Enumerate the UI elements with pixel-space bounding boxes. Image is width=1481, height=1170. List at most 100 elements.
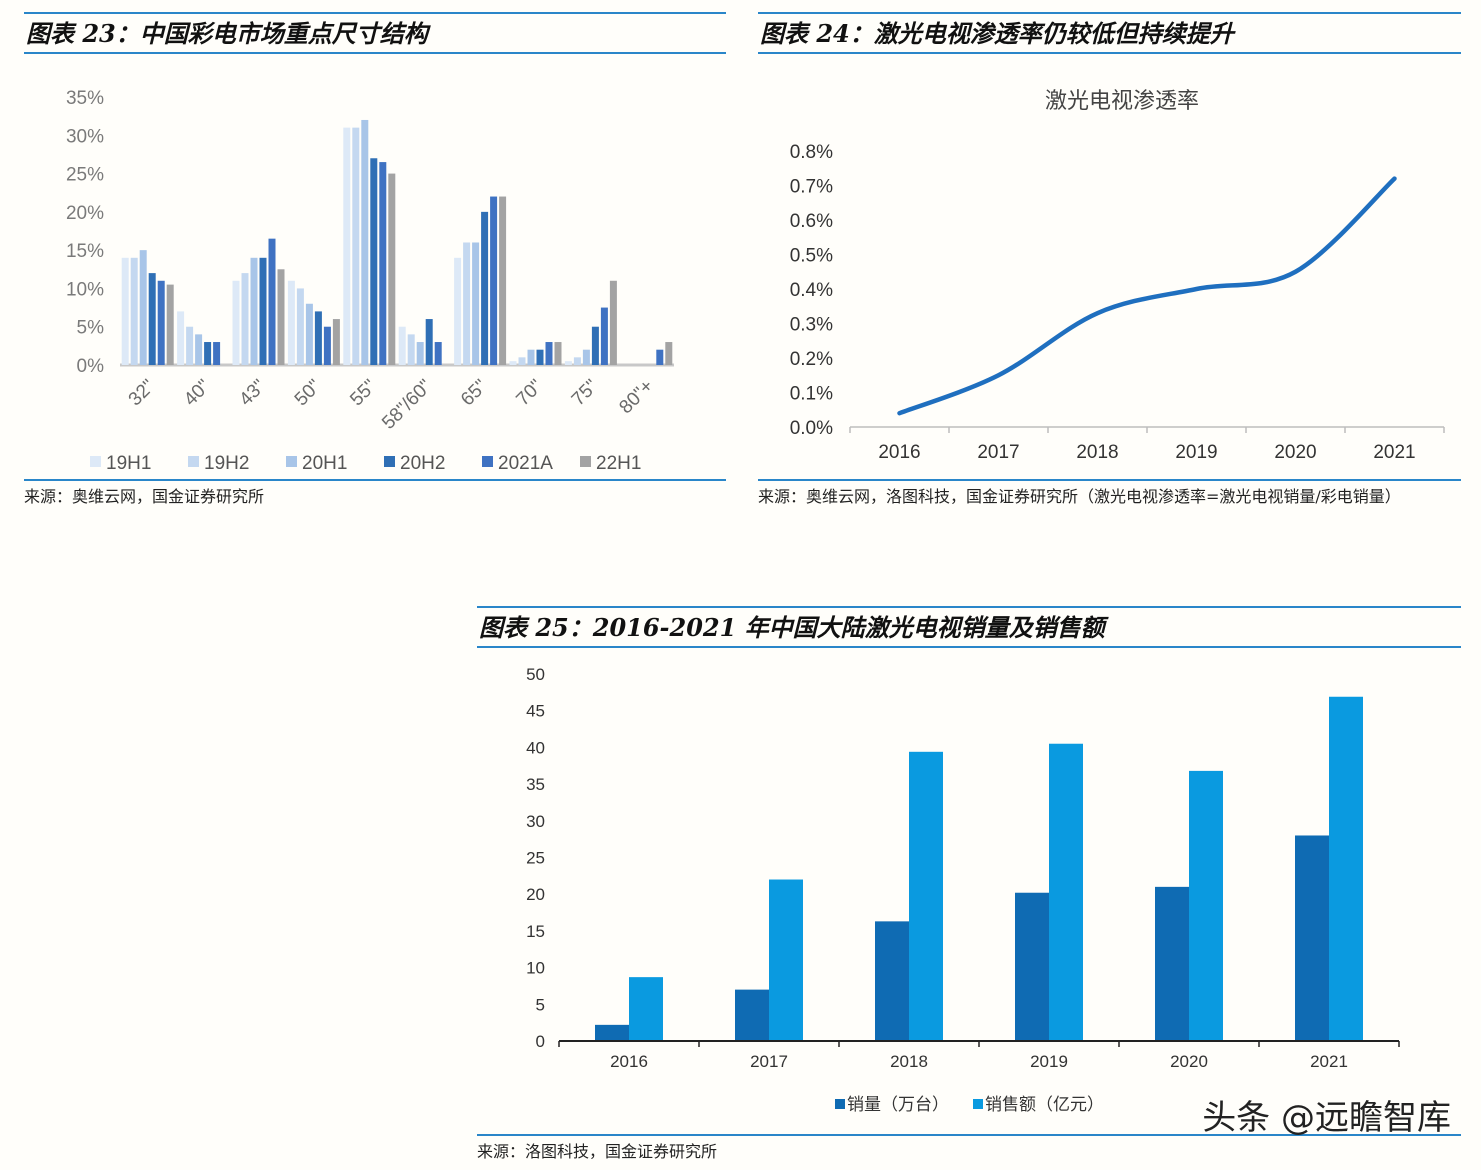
bar-2021A bbox=[213, 342, 221, 365]
legend-label: 2021A bbox=[498, 453, 553, 474]
laser-tv-sales-chart: 0 5 10 15 20 25 30 35 40 45 50 2016 2017 2018 2019 2020… bbox=[526, 665, 1400, 1114]
figure-25-title: 图表 25：2016-2021 年中国大陆激光电视销量及销售额 bbox=[477, 606, 1461, 648]
bar-20H1 bbox=[305, 303, 313, 365]
y-tick-label: 0 bbox=[536, 1032, 545, 1051]
bar-20H1 bbox=[472, 242, 480, 365]
figure-24-title: 图表 24：激光电视渗透率仍较低但持续提升 bbox=[758, 12, 1461, 54]
x-tick-label: 65" bbox=[457, 376, 492, 411]
bar-sales-volume bbox=[1295, 835, 1329, 1041]
bar-19H1 bbox=[509, 361, 517, 365]
legend-label: 销量（万台） bbox=[847, 1095, 949, 1114]
bar-sales-volume bbox=[1155, 886, 1189, 1041]
y-tick-label: 0.6% bbox=[790, 211, 833, 232]
bar-2021A bbox=[323, 326, 331, 365]
y-tick-label: 5 bbox=[536, 995, 545, 1014]
penetration-line bbox=[897, 176, 1397, 416]
bar-20H2 bbox=[204, 342, 212, 365]
bar-20H1 bbox=[416, 342, 424, 365]
bar-20H1 bbox=[250, 257, 258, 365]
legend-label: 19H2 bbox=[204, 453, 249, 474]
bar-22H1 bbox=[277, 269, 285, 365]
x-tick-label: 32" bbox=[125, 376, 160, 411]
bar-19H1 bbox=[454, 257, 462, 365]
legend-swatch-20H2 bbox=[384, 456, 395, 467]
y-tick-label: 20% bbox=[66, 203, 104, 224]
bar-sales-volume bbox=[1015, 892, 1049, 1041]
bar-19H2 bbox=[186, 326, 194, 365]
y-tick-label: 0.8% bbox=[790, 142, 833, 163]
y-tick-label: 5% bbox=[77, 318, 105, 339]
y-tick-label: 0.5% bbox=[790, 246, 833, 267]
figure-23-source: 来源：奥维云网，国金证券研究所 bbox=[24, 479, 726, 510]
bar-19H1 bbox=[564, 361, 572, 365]
legend-swatch-22H1 bbox=[580, 456, 591, 467]
x-tick-label: 2017 bbox=[977, 442, 1019, 463]
bar-20H1 bbox=[195, 334, 203, 365]
x-tick-label: 2019 bbox=[1175, 442, 1217, 463]
bar-19H2 bbox=[241, 273, 249, 365]
x-tick-label: 2016 bbox=[610, 1052, 648, 1071]
bar-20H1 bbox=[527, 349, 535, 365]
y-tick-label: 35 bbox=[526, 775, 545, 794]
bar-19H2 bbox=[463, 242, 471, 365]
bar-22H1 bbox=[609, 280, 617, 365]
bar-sales-revenue bbox=[1189, 770, 1223, 1041]
x-tick-label: 2017 bbox=[750, 1052, 788, 1071]
legend-swatch-2021A bbox=[482, 456, 493, 467]
bar-19H2 bbox=[130, 257, 138, 365]
chart-title: 激光电视渗透率 bbox=[1045, 88, 1199, 113]
bar-2021A bbox=[268, 238, 276, 365]
bar-19H1 bbox=[287, 280, 295, 365]
bar-19H2 bbox=[518, 357, 526, 365]
x-tick-label: 2020 bbox=[1170, 1052, 1208, 1071]
bar-sales-volume bbox=[595, 1024, 629, 1041]
screen-size-structure-chart: 0% 5% 10% 15% 20% 25% 30% 35% 32" 40" 43" 50" 55"58"… bbox=[66, 88, 674, 474]
bar-20H2 bbox=[370, 158, 378, 365]
bar-22H1 bbox=[499, 196, 507, 365]
y-tick-label: 0.7% bbox=[790, 177, 833, 198]
bar-20H2 bbox=[259, 257, 267, 365]
bar-19H1 bbox=[177, 311, 185, 365]
bar-20H1 bbox=[582, 349, 590, 365]
bar-20H1 bbox=[361, 119, 369, 365]
x-tick-label: 50" bbox=[291, 376, 326, 411]
y-tick-label: 25% bbox=[66, 165, 104, 186]
bar-2021A bbox=[600, 307, 608, 365]
bar-20H2 bbox=[425, 319, 433, 365]
figure-23-title: 图表 23：中国彩电市场重点尺寸结构 bbox=[24, 12, 726, 54]
y-tick-label: 50 bbox=[526, 665, 545, 684]
bar-2021A bbox=[157, 280, 165, 365]
x-tick-label: 2020 bbox=[1274, 442, 1316, 463]
bar-19H2 bbox=[352, 127, 360, 365]
legend-label: 20H1 bbox=[302, 453, 347, 474]
y-tick-label: 30% bbox=[66, 126, 104, 147]
y-tick-label: 15% bbox=[66, 241, 104, 262]
watermark: 头条 @远瞻智库 bbox=[1202, 1098, 1451, 1138]
x-tick-label: 40" bbox=[180, 376, 215, 411]
y-tick-label: 45 bbox=[526, 702, 545, 721]
bar-22H1 bbox=[388, 173, 396, 365]
legend-label: 22H1 bbox=[596, 453, 641, 474]
bar-2021A bbox=[379, 162, 387, 365]
y-tick-label: 25 bbox=[526, 849, 545, 868]
bar-sales-revenue bbox=[769, 879, 803, 1041]
legend-swatch-19H2 bbox=[188, 456, 199, 467]
x-tick-label: 2021 bbox=[1373, 442, 1415, 463]
x-tick-label: 43" bbox=[235, 376, 270, 411]
bar-22H1 bbox=[332, 319, 340, 365]
bar-20H2 bbox=[591, 326, 599, 365]
bar-2021A bbox=[490, 196, 498, 365]
bar-19H2 bbox=[407, 334, 415, 365]
x-tick-label: 2019 bbox=[1030, 1052, 1068, 1071]
y-tick-label: 0% bbox=[77, 356, 105, 377]
y-tick-label: 0.2% bbox=[790, 349, 833, 370]
x-tick-label: 2018 bbox=[890, 1052, 928, 1071]
bar-22H1 bbox=[554, 342, 562, 365]
bar-22H1 bbox=[166, 284, 174, 365]
bar-sales-volume bbox=[875, 921, 909, 1041]
y-tick-label: 35% bbox=[66, 88, 104, 109]
legend-swatch-19H1 bbox=[90, 456, 101, 467]
legend-label: 19H1 bbox=[106, 453, 151, 474]
y-tick-label: 0.3% bbox=[790, 315, 833, 336]
y-tick-label: 10% bbox=[66, 279, 104, 300]
